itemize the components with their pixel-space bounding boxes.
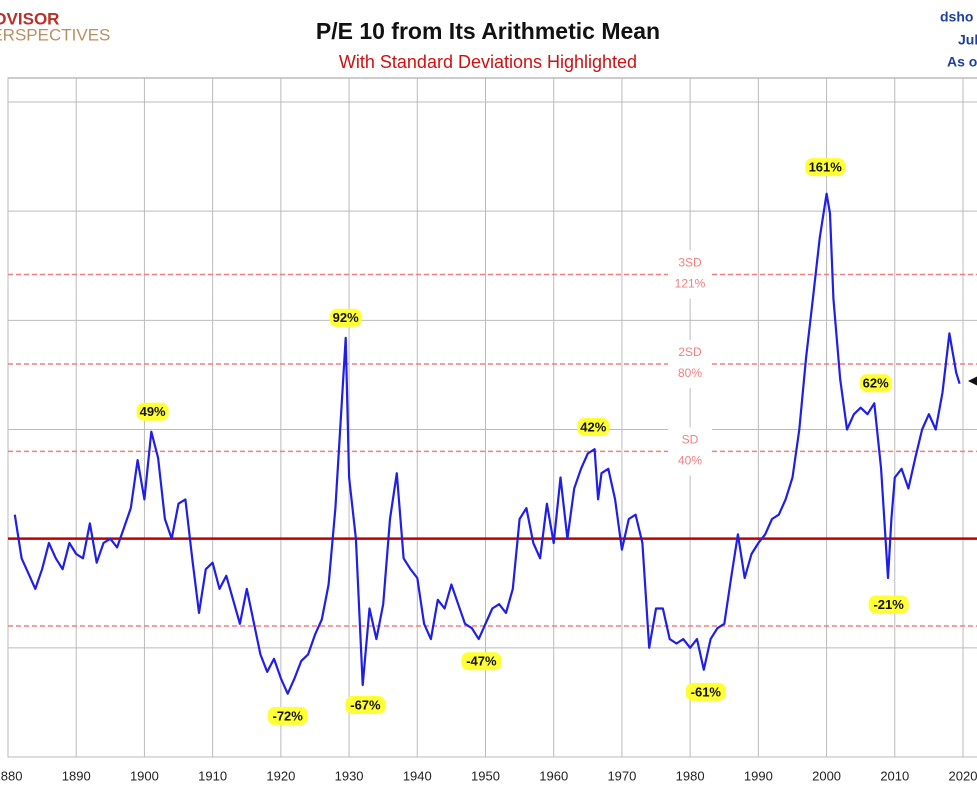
x-tick-label: 2000	[812, 768, 841, 783]
corner-note: dsho	[940, 9, 973, 25]
annotation: 161%	[809, 160, 843, 175]
x-tick-label: 1980	[676, 768, 705, 783]
annotation: 62%	[863, 376, 889, 391]
annotation-box	[868, 595, 909, 614]
corner-note: Jul	[958, 32, 977, 48]
annotation: -67%	[350, 697, 381, 712]
arrow	[968, 376, 977, 386]
chart-subtitle: With Standard Deviations Highlighted	[339, 52, 637, 72]
sd-name: 2SD	[678, 345, 702, 359]
x-tick-label: 1970	[607, 768, 636, 783]
annotation-box	[345, 695, 386, 714]
annotation-box	[136, 402, 169, 421]
data-line	[13, 192, 961, 695]
x-tick-label: 2010	[880, 768, 909, 783]
x-tick-label: 1890	[62, 768, 91, 783]
sd-label: 40%	[678, 454, 702, 468]
sd-label-bg	[668, 250, 712, 299]
annotation-box	[577, 417, 610, 436]
annotation: 92%	[333, 310, 359, 325]
sd-label: 80%	[678, 366, 702, 380]
annotation: -21%	[873, 597, 904, 612]
logo-bottom: PERSPECTIVES	[0, 25, 110, 44]
x-tick-label: 1950	[471, 768, 500, 783]
annotation-box	[267, 706, 308, 725]
sd-name: 3SD	[678, 256, 702, 270]
sd-name: SD	[682, 433, 699, 447]
annotation-box	[685, 682, 726, 701]
annotation: 42%	[580, 419, 606, 434]
annotation: -72%	[272, 708, 303, 723]
x-tick-label: 1930	[335, 768, 364, 783]
annotation-box	[461, 652, 502, 671]
corner-note: As o	[947, 54, 977, 70]
x-tick-label: 1920	[266, 768, 295, 783]
x-tick-label: 1940	[403, 768, 432, 783]
annotation: -61%	[691, 684, 722, 699]
chart-title: P/E 10 from Its Arithmetic Mean	[316, 18, 660, 44]
logo-top: ADVISOR	[0, 9, 59, 28]
annotation: -47%	[466, 654, 497, 669]
x-tick-label: 2020	[949, 768, 977, 783]
annotation-box	[805, 158, 846, 177]
annotation-box	[329, 308, 362, 327]
x-tick-label: 1990	[744, 768, 773, 783]
x-tick-label: 1960	[539, 768, 568, 783]
sd-label-bg	[668, 340, 712, 389]
x-tick-label: 1880	[0, 768, 22, 783]
x-tick-label: 1900	[130, 768, 159, 783]
sd-label-bg	[668, 427, 712, 476]
x-tick-label: 1910	[198, 768, 227, 783]
annotation: 49%	[140, 404, 166, 419]
sd-label: 121%	[675, 277, 706, 291]
annotation-box	[859, 374, 892, 393]
